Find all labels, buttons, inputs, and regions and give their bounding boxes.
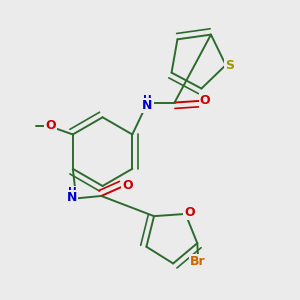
Text: H: H: [68, 187, 76, 197]
Text: H: H: [143, 95, 152, 105]
Text: Br: Br: [190, 255, 206, 268]
Text: O: O: [45, 119, 56, 132]
Text: O: O: [122, 179, 133, 192]
Text: O: O: [200, 94, 210, 107]
Text: S: S: [225, 58, 234, 71]
Text: N: N: [142, 99, 153, 112]
Text: N: N: [67, 191, 77, 204]
Text: O: O: [184, 206, 195, 219]
